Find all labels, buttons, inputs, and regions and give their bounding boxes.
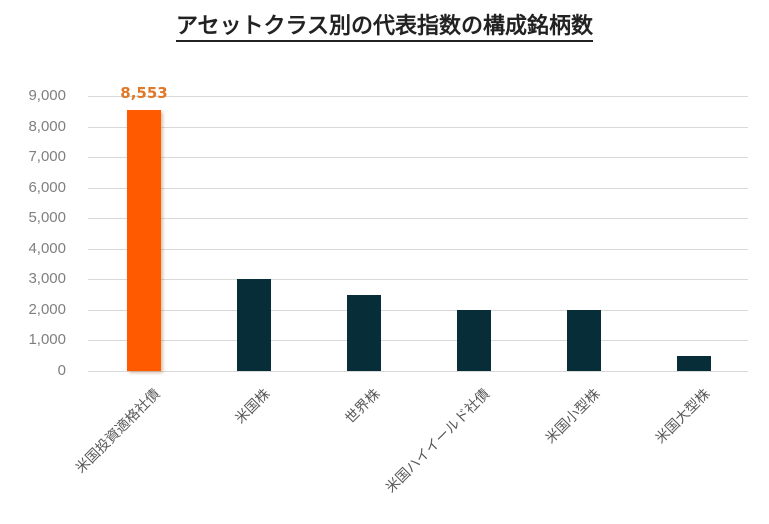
bar-5 xyxy=(567,310,601,371)
bar-3 xyxy=(347,295,381,371)
x-tick-label: 米国株 xyxy=(232,386,274,428)
y-tick-label: 2,000 xyxy=(28,301,66,318)
x-tick-label: 米国投資適格社債 xyxy=(72,386,164,477)
x-tick-label: 世界株 xyxy=(342,386,384,428)
gridline xyxy=(88,218,748,219)
y-tick-label: 8,000 xyxy=(28,118,66,135)
y-tick-label: 6,000 xyxy=(28,179,66,196)
bar-4 xyxy=(457,310,491,371)
gridline xyxy=(88,188,748,189)
bar-6 xyxy=(677,356,711,371)
y-tick-label: 9,000 xyxy=(28,87,66,104)
gridline xyxy=(88,279,748,280)
y-tick-label: 0 xyxy=(57,362,66,379)
gridline xyxy=(88,310,748,311)
y-tick-label: 3,000 xyxy=(28,270,66,287)
x-tick-label: 米国ハイイールド社債 xyxy=(383,386,494,497)
x-tick-label: 米国大型株 xyxy=(652,386,714,447)
chart-title: アセットクラス別の代表指数の構成銘柄数 xyxy=(0,8,769,42)
y-tick-label: 7,000 xyxy=(28,148,66,165)
y-tick-label: 1,000 xyxy=(28,331,66,348)
bar-2 xyxy=(237,279,271,371)
gridline xyxy=(88,371,748,372)
data-label: 8,553 xyxy=(120,84,168,102)
chart-title-text: アセットクラス別の代表指数の構成銘柄数 xyxy=(175,14,594,42)
y-tick-label: 5,000 xyxy=(28,209,66,226)
bar-1 xyxy=(127,110,161,371)
gridline xyxy=(88,96,748,97)
x-tick-label: 米国小型株 xyxy=(542,386,604,447)
gridline xyxy=(88,340,748,341)
gridline xyxy=(88,249,748,250)
gridline xyxy=(88,157,748,158)
gridline xyxy=(88,127,748,128)
y-tick-label: 4,000 xyxy=(28,240,66,257)
